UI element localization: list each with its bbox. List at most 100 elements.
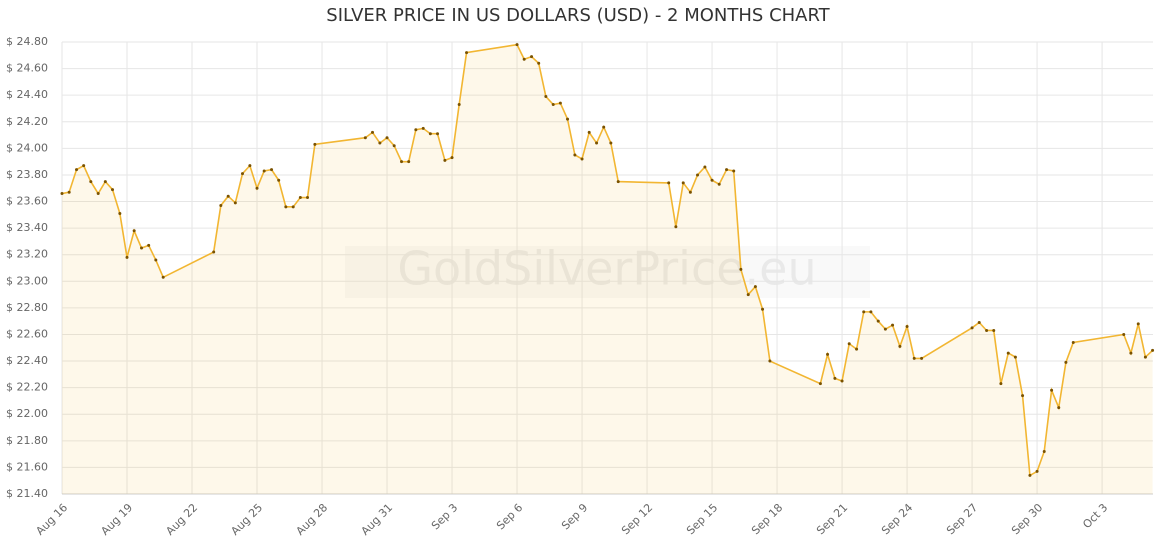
x-tick-label: Sep 6 <box>494 501 525 532</box>
point <box>1028 473 1032 477</box>
point <box>421 126 425 130</box>
x-tick-label: Sep 9 <box>559 501 590 532</box>
area <box>62 44 1153 495</box>
point <box>1050 388 1054 392</box>
x-tick-label: Sep 21 <box>814 501 850 537</box>
point <box>161 275 165 279</box>
point <box>255 186 259 190</box>
point <box>761 307 765 311</box>
point <box>443 158 447 162</box>
point <box>551 102 555 106</box>
point <box>96 192 100 196</box>
y-tick-label: $ 24.00 <box>6 141 48 154</box>
x-tick-label: Oct 3 <box>1080 501 1110 531</box>
point <box>1035 469 1039 473</box>
point <box>313 142 317 146</box>
point <box>1143 355 1147 359</box>
x-tick-label: Sep 15 <box>684 501 720 537</box>
point <box>371 130 375 134</box>
y-tick-label: $ 24.40 <box>6 88 48 101</box>
chart-title: SILVER PRICE IN US DOLLARS (USD) - 2 MON… <box>326 5 830 26</box>
point <box>67 190 71 194</box>
point <box>385 136 389 140</box>
point <box>530 55 534 59</box>
x-tick-label: Aug 19 <box>98 501 135 538</box>
point <box>725 168 729 172</box>
point <box>125 255 129 259</box>
point <box>118 211 122 215</box>
point <box>710 178 714 182</box>
x-tick-label: Sep 12 <box>619 501 655 537</box>
point <box>992 328 996 332</box>
y-tick-label: $ 22.80 <box>6 301 48 314</box>
y-tick-label: $ 22.40 <box>6 354 48 367</box>
point <box>1129 351 1133 355</box>
point <box>1064 360 1068 364</box>
point <box>522 57 526 61</box>
point <box>898 344 902 348</box>
point <box>291 205 295 209</box>
point <box>681 181 685 185</box>
point <box>595 141 599 145</box>
point <box>226 194 230 198</box>
point <box>826 352 830 356</box>
point <box>891 323 895 327</box>
point <box>248 164 252 168</box>
y-tick-label: $ 23.80 <box>6 168 48 181</box>
x-tick-label: Aug 28 <box>294 501 331 538</box>
x-tick-label: Sep 3 <box>429 501 460 532</box>
point <box>703 165 707 169</box>
point <box>147 243 151 247</box>
x-tick-label: Aug 25 <box>228 501 265 538</box>
point <box>270 168 274 172</box>
point <box>450 156 454 160</box>
point <box>768 359 772 363</box>
point <box>905 324 909 328</box>
y-tick-label: $ 22.20 <box>6 381 48 394</box>
point <box>566 117 570 121</box>
point <box>717 182 721 186</box>
y-tick-label: $ 24.60 <box>6 62 48 75</box>
point <box>103 180 107 184</box>
point <box>1013 355 1017 359</box>
point <box>696 173 700 177</box>
point <box>400 160 404 164</box>
point <box>212 250 216 254</box>
point <box>60 192 64 196</box>
point <box>219 204 223 208</box>
x-tick-label: Sep 30 <box>1009 501 1045 537</box>
point <box>833 376 837 380</box>
point <box>840 379 844 383</box>
point <box>674 225 678 229</box>
point <box>306 196 310 200</box>
point <box>132 229 136 233</box>
y-tick-label: $ 24.80 <box>6 35 48 48</box>
point <box>667 181 671 185</box>
point <box>970 326 974 330</box>
x-tick-label: Aug 31 <box>359 501 396 538</box>
point <box>732 169 736 173</box>
point <box>436 132 440 136</box>
point <box>363 136 367 140</box>
y-tick-label: $ 21.40 <box>6 487 48 500</box>
point <box>573 153 577 157</box>
point <box>428 132 432 136</box>
point <box>869 310 873 314</box>
watermark: GoldSilverPrice.eu <box>397 242 816 296</box>
point <box>580 157 584 161</box>
x-tick-label: Aug 16 <box>33 501 70 538</box>
point <box>602 125 606 129</box>
y-tick-label: $ 24.20 <box>6 115 48 128</box>
point <box>392 144 396 148</box>
point <box>82 164 86 168</box>
point <box>465 51 469 55</box>
point <box>1006 351 1010 355</box>
point <box>862 310 866 314</box>
point <box>558 101 562 105</box>
point <box>414 128 418 132</box>
point <box>277 178 281 182</box>
point <box>233 201 237 205</box>
point <box>847 342 851 346</box>
point <box>1151 348 1155 352</box>
point <box>999 382 1003 386</box>
